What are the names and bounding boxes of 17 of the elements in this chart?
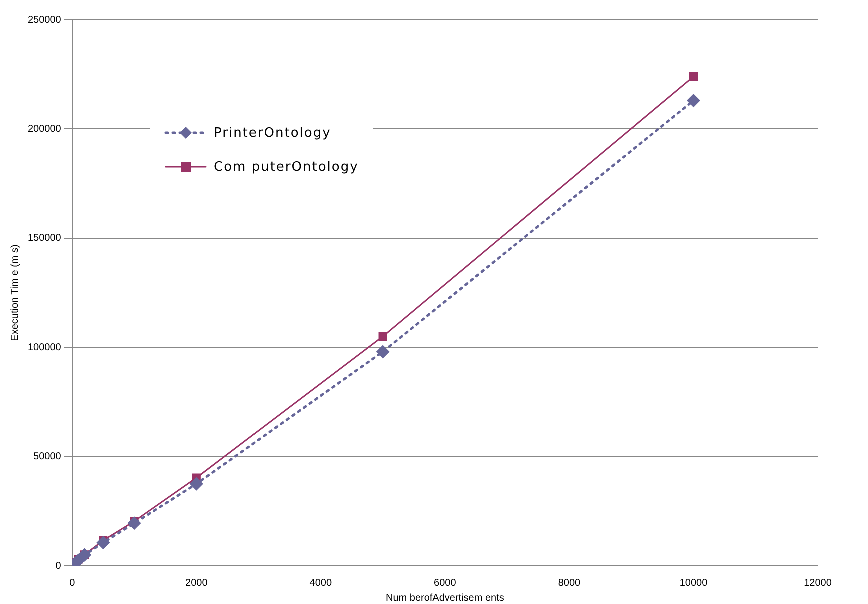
- x-axis-title: Num berofAdvertisem ents: [386, 592, 504, 604]
- y-tick-label: 150000: [28, 233, 62, 244]
- legend-label: PrinterOntology: [214, 126, 332, 140]
- x-tick-label: 2000: [186, 578, 208, 589]
- legend-label: Com puterOntology: [214, 160, 359, 174]
- x-tick-label: 0: [70, 578, 76, 589]
- x-tick-label: 6000: [434, 578, 457, 589]
- y-axis-title: Execution Tim e (m s): [10, 244, 21, 342]
- x-tick-label: 10000: [680, 578, 708, 589]
- y-tick-label: 0: [56, 560, 62, 572]
- x-tick-label: 4000: [310, 578, 332, 589]
- y-tick-label: 100000: [28, 342, 62, 354]
- y-tick-label: 200000: [28, 124, 62, 135]
- y-tick-label: 250000: [28, 14, 62, 26]
- y-tick-label: 50000: [34, 452, 62, 463]
- x-tick-label: 8000: [558, 578, 582, 589]
- x-tick-label: 12000: [804, 578, 832, 589]
